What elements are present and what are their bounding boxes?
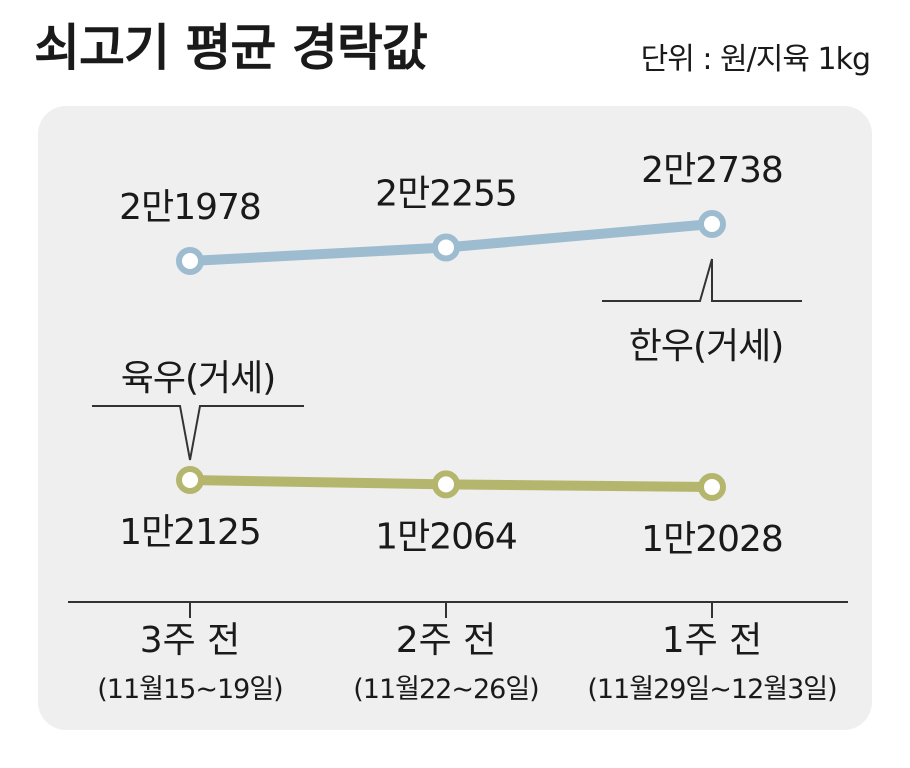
x-tick-range: (11월29일∼12월3일) [587, 674, 836, 705]
data-label: 2만2738 [641, 150, 783, 191]
data-label: 2만1978 [119, 187, 261, 228]
callout-yukwoo [92, 405, 304, 461]
x-tick-label: 2주 전 [396, 620, 497, 661]
data-point [176, 466, 204, 494]
data-point [176, 247, 204, 275]
x-tick-range: (11월15∼19일) [97, 674, 282, 705]
x-tick-range: (11월22∼26일) [353, 674, 538, 705]
data-point [698, 210, 726, 238]
x-tick-label: 3주 전 [140, 620, 241, 661]
data-point [432, 233, 460, 262]
data-label: 1만2064 [375, 516, 517, 557]
data-point [698, 473, 726, 501]
chart-panel [38, 106, 872, 730]
chart-title: 쇠고기 평균 경락값 [34, 19, 428, 77]
unit-label: 단위 : 원/지육 1kg [640, 42, 871, 77]
x-tick-label: 1주 전 [662, 620, 763, 661]
data-point [432, 470, 460, 499]
series-label: 한우(거세) [629, 326, 784, 367]
data-label: 1만2028 [641, 519, 783, 560]
callout-hanwoo [602, 258, 802, 302]
series-label: 육우(거세) [121, 358, 276, 399]
data-label: 1만2125 [119, 512, 261, 553]
data-label: 2만2255 [375, 174, 517, 215]
